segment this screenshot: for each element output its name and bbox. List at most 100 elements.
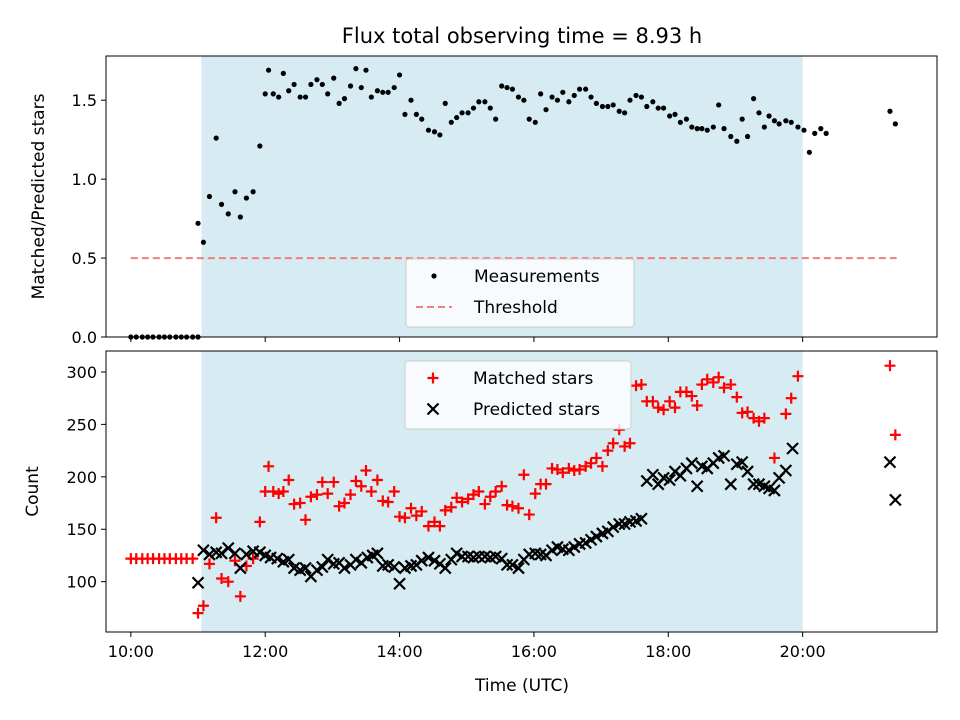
count-panel-x-ticks: 10:00 12:00 14:00 16:00 18:00 20:00 xyxy=(108,632,826,661)
measurements-point xyxy=(302,94,309,100)
measurements-point xyxy=(521,97,527,103)
predicted-stars-point xyxy=(883,455,897,469)
matched-stars-point xyxy=(229,555,241,567)
matched-stars-point xyxy=(300,514,312,526)
measurements-point xyxy=(385,89,391,95)
predicted-stars-point xyxy=(646,468,660,482)
predicted-stars-point xyxy=(240,548,253,561)
measurements-point xyxy=(336,100,342,106)
matched-stars-point xyxy=(557,467,569,479)
measurements-point xyxy=(408,97,414,103)
matched-stars-point xyxy=(416,505,428,517)
measurements-point xyxy=(504,84,510,91)
ratio-panel-y-label: Matched/Predicted stars xyxy=(29,93,49,299)
measurements-point xyxy=(776,121,782,127)
x-axis-label: Time (UTC) xyxy=(474,676,569,696)
measurements-point xyxy=(431,129,438,135)
measurements-point xyxy=(270,91,276,97)
matched-stars-point xyxy=(234,590,246,602)
matched-stars-point xyxy=(602,445,614,457)
measurements-point xyxy=(363,67,369,73)
legend-swatch xyxy=(426,402,440,416)
measurements-point xyxy=(454,114,460,121)
matched-stars-point xyxy=(371,474,383,486)
matched-stars-point xyxy=(563,462,575,474)
measurements-point xyxy=(331,75,337,81)
predicted-stars-point xyxy=(438,561,452,575)
matched-stars-point xyxy=(624,437,636,449)
measurements-point xyxy=(667,113,673,119)
matched-stars-point xyxy=(529,488,541,500)
measurements-point xyxy=(577,86,583,92)
measurements-point xyxy=(689,124,695,130)
matched-stars-point xyxy=(187,553,199,565)
matched-stars-point xyxy=(490,486,502,497)
matched-stars-point xyxy=(669,402,681,414)
measurements-point xyxy=(571,92,577,99)
matched-stars-point xyxy=(607,437,619,449)
matched-stars-point xyxy=(512,502,524,514)
predicted-stars-point xyxy=(690,479,704,493)
measurements-point xyxy=(526,116,532,122)
x-tick-label: 14:00 xyxy=(377,642,423,661)
measurements-point xyxy=(699,126,705,132)
matched-stars-point xyxy=(725,379,737,391)
measurements-point xyxy=(237,214,243,220)
measurements-point xyxy=(672,111,678,118)
measurements-point xyxy=(347,83,354,89)
y-tick-label: 1.0 xyxy=(72,170,97,189)
matched-stars-point xyxy=(382,496,394,508)
matched-stars-point xyxy=(254,516,266,528)
measurements-point xyxy=(225,211,231,217)
measurements-point xyxy=(206,193,213,200)
matched-stars-point xyxy=(713,371,725,383)
matched-stars-point xyxy=(422,520,434,532)
predicted-stars-point xyxy=(393,577,406,591)
matched-stars-point xyxy=(263,460,275,472)
measurements-point xyxy=(660,105,667,111)
measurements-point xyxy=(437,132,443,138)
matched-stars-point xyxy=(210,512,222,524)
measurements-point xyxy=(560,89,566,95)
legend-swatch xyxy=(431,273,437,279)
matched-stars-point xyxy=(388,486,400,497)
measurements-point xyxy=(265,67,272,73)
measurements-point xyxy=(243,195,250,201)
measurements-point xyxy=(650,99,656,105)
measurements-point xyxy=(716,102,722,108)
measurements-point xyxy=(751,96,757,102)
measurements-point xyxy=(380,89,386,95)
legend-swatch xyxy=(427,372,439,384)
matched-stars-point xyxy=(338,497,350,509)
matched-stars-point xyxy=(585,457,597,469)
matched-stars-point xyxy=(596,460,608,472)
y-tick-label: 200 xyxy=(66,468,97,487)
matched-stars-point xyxy=(439,504,451,516)
matched-stars-point xyxy=(222,576,234,588)
matched-stars-point xyxy=(197,600,209,612)
ratio-panel-marks xyxy=(128,66,898,340)
measurements-point xyxy=(391,84,397,91)
predicted-stars-point xyxy=(415,554,429,567)
measurements-point xyxy=(200,239,207,245)
measurements-point xyxy=(396,72,403,78)
count-panel-y-label: Count xyxy=(23,466,43,517)
count-panel-y-ticks: 100 150 200 250 300 xyxy=(66,363,106,592)
measurements-point xyxy=(806,149,812,155)
predicted-stars-point xyxy=(197,543,210,557)
predicted-stars-point xyxy=(234,561,247,575)
measurements-point xyxy=(710,124,716,130)
matched-stars-point xyxy=(785,392,797,404)
ratio-panel-x-ticks xyxy=(130,337,804,342)
matched-stars-point xyxy=(884,360,896,372)
measurements-point xyxy=(402,111,408,118)
matched-stars-point xyxy=(731,391,743,403)
matched-stars-point xyxy=(322,488,334,500)
measurements-point xyxy=(633,92,639,99)
measurements-point xyxy=(818,126,824,132)
y-tick-label: 300 xyxy=(66,363,97,382)
predicted-stars-point xyxy=(717,449,731,463)
y-tick-label: 100 xyxy=(66,573,97,592)
predicted-stars-point xyxy=(786,442,799,455)
matched-stars-point xyxy=(652,402,664,414)
